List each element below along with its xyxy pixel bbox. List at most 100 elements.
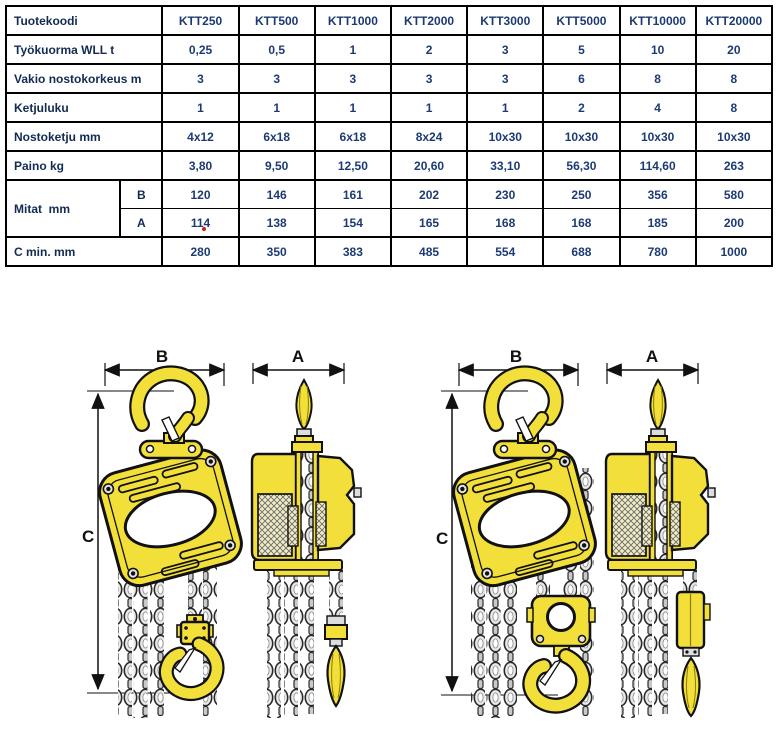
vent-slot (514, 559, 554, 576)
load-chain-strand (329, 570, 343, 616)
dimension-a: A (605, 347, 700, 384)
cell: 6x18 (237, 121, 316, 152)
block-eye (546, 602, 576, 632)
cell: 114,60 (618, 150, 697, 181)
cell: 780 (618, 236, 697, 267)
cell: 20 (694, 34, 774, 65)
table-row-hoist-height: Vakio nostokorkeus m 3 3 3 3 3 6 8 8 (4, 63, 774, 94)
hoist-2-side-view: A (604, 347, 716, 718)
cell: 6x18 (313, 121, 392, 152)
hoist-body-side (250, 441, 362, 577)
hoist-2-side-drawing (604, 378, 716, 718)
row-label: Paino kg (4, 150, 164, 181)
vent-slot (128, 482, 182, 503)
table-row-header: Tuotekoodi KTT250 KTT500 KTT1000 KTT2000… (4, 5, 774, 36)
dim-label-a: A (292, 347, 304, 366)
cell: 688 (542, 236, 621, 267)
cell: 1 (161, 92, 240, 123)
dim-label-c: C (82, 527, 94, 546)
cell: 168 (466, 208, 545, 238)
col-header: KTT2000 (389, 5, 469, 36)
cell: 3 (466, 34, 545, 65)
hand-chain-strand (621, 568, 635, 718)
cell: 165 (389, 208, 469, 238)
cell: 1 (237, 92, 316, 123)
table-row-dim-a: A 114 138 154 165 168 168 185 200 (6, 208, 774, 238)
cell: 114 (161, 208, 240, 238)
cell: 33,10 (466, 150, 545, 181)
col-header: KTT5000 (542, 5, 621, 36)
row-label: Nostoketju mm (4, 121, 164, 152)
cell: 2 (389, 34, 469, 65)
cell: 485 (389, 236, 469, 267)
vent-slot (515, 462, 553, 479)
safety-latch (539, 658, 563, 686)
cell: 263 (694, 150, 774, 181)
cell: 161 (313, 179, 392, 209)
vent-slot (161, 462, 199, 479)
cell: 200 (694, 208, 774, 238)
bottom-hook-side (324, 615, 348, 708)
table-row-load-chain: Nostoketju mm 4x12 6x18 6x18 8x24 10x30 … (4, 121, 774, 152)
cell: 9,50 (237, 150, 316, 181)
cell: 1 (313, 34, 392, 65)
cell: 1 (466, 92, 545, 123)
bottom-block-assembly (522, 594, 596, 714)
hoist-2-front-view: B C (436, 347, 597, 718)
cell: 350 (237, 236, 316, 267)
body-screws (102, 455, 236, 580)
vent-slot (533, 541, 578, 560)
dimension-a: A (251, 347, 346, 384)
table-row-wll: Työkuorma WLL t 0,25 0,5 1 2 3 5 10 20 (4, 34, 774, 65)
cell: 10 (618, 34, 697, 65)
gear-housing (316, 454, 356, 552)
cell: 10x30 (466, 121, 545, 152)
cell: 356 (618, 179, 697, 209)
table-row-chain-count: Ketjuluku 1 1 1 1 1 2 4 8 (4, 92, 774, 123)
cell: 138 (237, 208, 316, 238)
cell: 185 (618, 208, 697, 238)
cell: 0,25 (161, 34, 240, 65)
row-label-mitat: Mitat mm (4, 179, 122, 238)
dim-label-c: C (436, 529, 448, 548)
cell: 202 (389, 179, 469, 209)
cell: 146 (237, 179, 316, 209)
hand-chain-strand (284, 568, 298, 716)
dim-label-a: A (646, 347, 658, 366)
cell: 580 (694, 179, 774, 209)
row-label: C min. mm (4, 236, 164, 267)
sub-row-label-b: B (119, 179, 164, 209)
table-row-weight: Paino kg 3,80 9,50 12,50 20,60 33,10 56,… (4, 150, 774, 181)
vent-slot (471, 475, 513, 494)
cell: 4x12 (161, 121, 240, 152)
cell: 10x30 (694, 121, 774, 152)
vent-slot (482, 482, 536, 503)
col-header: KTT20000 (694, 5, 774, 36)
hand-chain-strand (267, 568, 281, 718)
gear-housing (670, 454, 710, 552)
cell: 56,30 (542, 150, 621, 181)
row-label: Työkuorma WLL t (4, 34, 164, 65)
hand-wheel-cover (611, 493, 647, 557)
col-header: KTT250 (161, 5, 240, 36)
cell: 280 (161, 236, 240, 267)
corner-label: Tuotekoodi (4, 5, 164, 36)
cell: 230 (466, 179, 545, 209)
col-header: KTT3000 (466, 5, 545, 36)
cell: 8 (694, 63, 774, 94)
cell: 120 (161, 179, 240, 209)
cell: 4 (618, 92, 697, 123)
col-header: KTT10000 (618, 5, 697, 36)
cell: 20,60 (389, 150, 469, 181)
hoist-1-front-view: B C (82, 347, 243, 718)
cell: 3,80 (161, 150, 240, 181)
cell: 2 (542, 92, 621, 123)
col-header: KTT500 (237, 5, 316, 36)
cell: 3 (389, 63, 469, 94)
cell: 1000 (694, 236, 774, 267)
cell: 154 (313, 208, 392, 238)
safety-latch (174, 646, 197, 673)
top-hook (483, 365, 564, 443)
cell: 3 (466, 63, 545, 94)
top-hook (129, 365, 210, 443)
